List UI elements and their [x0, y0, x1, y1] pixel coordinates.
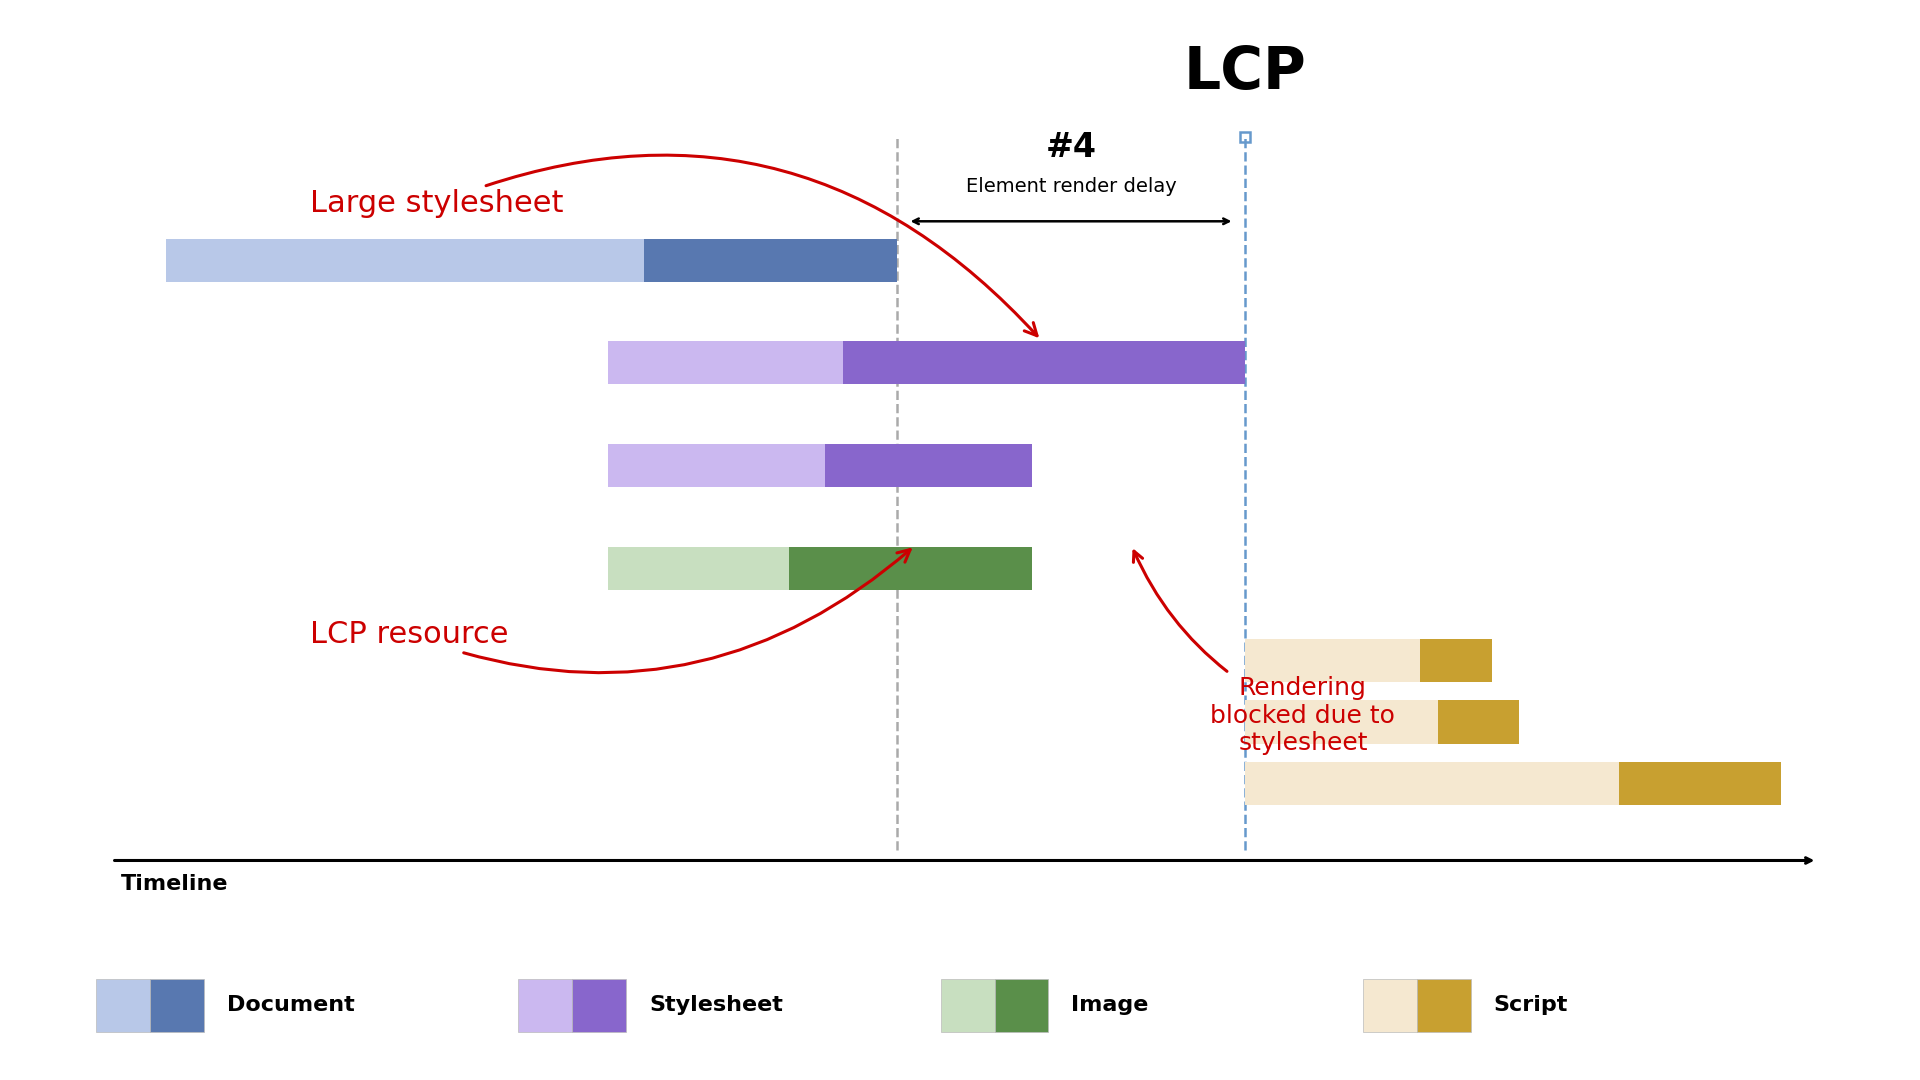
Text: Script: Script: [1494, 995, 1569, 1015]
Bar: [1363, 978, 1417, 1031]
Text: Timeline: Timeline: [121, 874, 228, 894]
Bar: [518, 978, 572, 1031]
Bar: [1246, 762, 1619, 805]
Bar: [609, 341, 843, 384]
Bar: [941, 978, 995, 1031]
Bar: [645, 239, 897, 282]
Text: Large stylesheet: Large stylesheet: [311, 156, 1037, 336]
Bar: [1246, 639, 1421, 681]
Text: #4: #4: [1046, 131, 1096, 164]
Bar: [150, 978, 204, 1031]
Text: Image: Image: [1071, 995, 1148, 1015]
Bar: [1438, 701, 1519, 743]
Text: Document: Document: [227, 995, 355, 1015]
Bar: [995, 978, 1048, 1031]
Text: LCP resource: LCP resource: [311, 550, 910, 673]
Bar: [96, 978, 150, 1031]
Bar: [609, 546, 789, 590]
Bar: [609, 444, 826, 487]
Bar: [1421, 639, 1492, 681]
Bar: [572, 978, 626, 1031]
Bar: [1619, 762, 1782, 805]
Text: Element render delay: Element render delay: [966, 177, 1177, 195]
Bar: [1246, 701, 1438, 743]
Bar: [1417, 978, 1471, 1031]
Text: Stylesheet: Stylesheet: [649, 995, 783, 1015]
Bar: [789, 546, 1033, 590]
Text: LCP: LCP: [1185, 44, 1306, 102]
Bar: [826, 444, 1033, 487]
Text: Rendering
blocked due to
stylesheet: Rendering blocked due to stylesheet: [1133, 551, 1396, 755]
Bar: [165, 239, 643, 282]
Bar: [843, 341, 1246, 384]
